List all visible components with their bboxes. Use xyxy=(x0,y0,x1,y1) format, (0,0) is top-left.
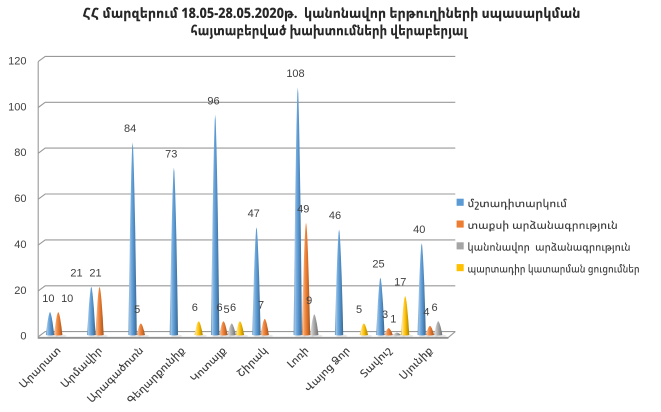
svg-text:100: 100 xyxy=(8,101,26,113)
svg-text:10: 10 xyxy=(61,293,73,305)
svg-text:9: 9 xyxy=(306,295,312,307)
svg-text:21: 21 xyxy=(89,268,101,280)
svg-text:17: 17 xyxy=(394,277,406,289)
svg-text:108: 108 xyxy=(286,68,304,80)
svg-text:5: 5 xyxy=(134,304,140,316)
svg-text:5: 5 xyxy=(224,304,230,316)
svg-text:4: 4 xyxy=(423,307,429,319)
svg-text:5: 5 xyxy=(356,304,362,316)
svg-text:10: 10 xyxy=(42,293,54,305)
svg-text:60: 60 xyxy=(14,193,26,205)
svg-text:25: 25 xyxy=(372,258,384,270)
svg-text:84: 84 xyxy=(124,123,136,135)
svg-text:6: 6 xyxy=(432,302,438,314)
svg-text:47: 47 xyxy=(248,208,260,220)
svg-text:1: 1 xyxy=(390,313,396,325)
svg-text:73: 73 xyxy=(165,148,177,160)
svg-text:46: 46 xyxy=(329,210,341,222)
svg-text:80: 80 xyxy=(14,147,26,159)
svg-text:3: 3 xyxy=(382,309,388,321)
svg-text:40: 40 xyxy=(413,224,425,236)
svg-text:6: 6 xyxy=(216,302,222,314)
svg-text:40: 40 xyxy=(14,239,26,251)
svg-text:120: 120 xyxy=(8,56,26,68)
svg-text:20: 20 xyxy=(14,285,26,297)
svg-text:6: 6 xyxy=(192,302,198,314)
svg-text:96: 96 xyxy=(207,96,219,108)
svg-text:6: 6 xyxy=(230,302,236,314)
svg-text:21: 21 xyxy=(70,268,82,280)
svg-text:49: 49 xyxy=(297,203,309,215)
svg-text:7: 7 xyxy=(258,300,264,312)
svg-text:0: 0 xyxy=(20,331,26,343)
